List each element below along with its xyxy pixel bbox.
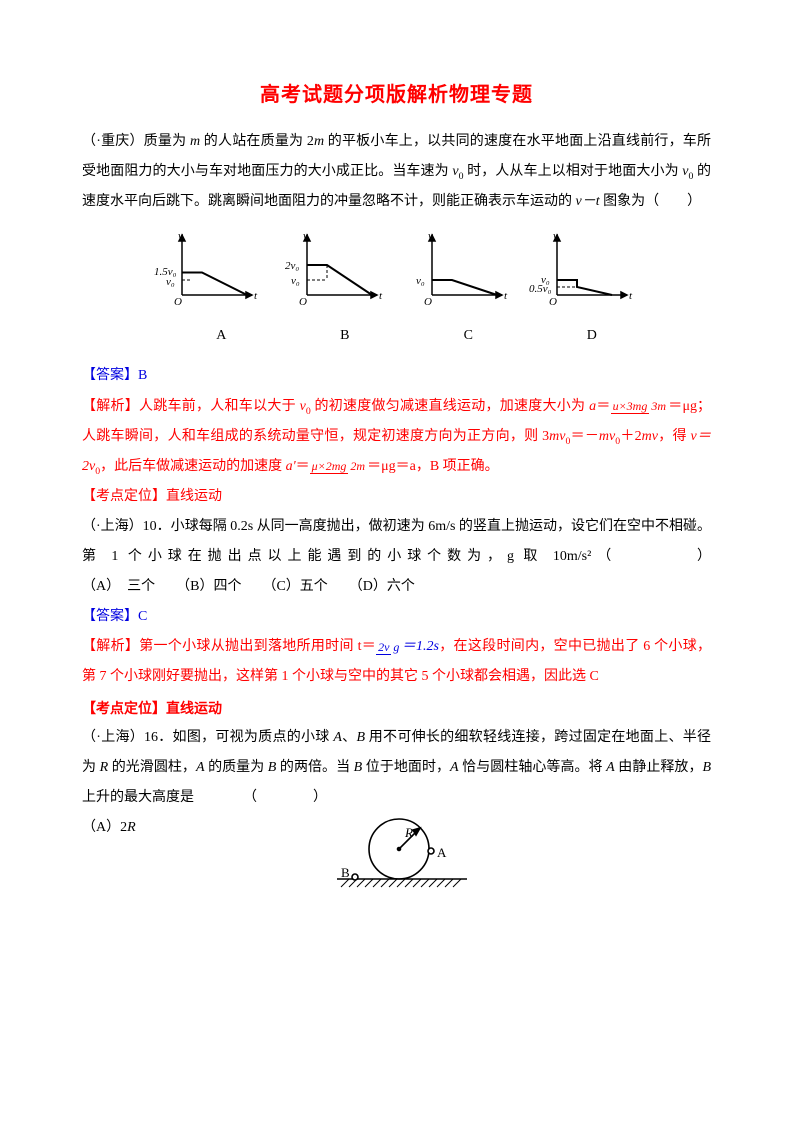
q3-optA-t: （A）2 — [82, 820, 127, 835]
svg-text:O: O — [424, 296, 432, 305]
q3-prompt: （·上海）16．如图，可视为质点的小球 A、B 用不可伸长的细软轻线连接，跨过固… — [82, 723, 711, 813]
q2-explanation: 【解析】第一个小球从抛出到落地所用时间 t＝2vg＝1.2s，在这段时间内，空中… — [82, 632, 711, 692]
q1-figure-row: 1.5v₀ v₀ O v t 2v₀ v₀ O v t — [82, 225, 711, 317]
q2-expl-label: 【解析】 — [82, 639, 139, 654]
q3-t8: 恰与圆柱轴心等高。将 — [459, 760, 607, 775]
svg-text:0.5v₀: 0.5v₀ — [529, 283, 552, 295]
q2-ans-label: 【答案】 — [82, 609, 138, 624]
q1-t4: 时，人从车上以相对于地面大小为 — [463, 164, 682, 179]
svg-text:t: t — [254, 290, 258, 302]
q1-expl-label: 【解析】 — [82, 399, 139, 414]
svg-text:O: O — [549, 296, 557, 305]
q2-options: （A） 三个 （B）四个 （C）五个 （D）六个 — [82, 572, 711, 602]
q2-topic: 【考点定位】直线运动 — [82, 693, 711, 723]
q1-e8: ＝μg＝a，B 项正确。 — [367, 459, 499, 474]
q1-a: a — [589, 399, 596, 414]
q1-topic-v: 直线运动 — [166, 489, 222, 504]
q1-answer: 【答案】B — [82, 361, 711, 391]
q2-e1: 第一个小球从抛出到落地所用时间 t＝ — [139, 639, 376, 654]
q1-lbl-c: C — [408, 321, 528, 351]
q1-mv0b: mv — [599, 429, 615, 444]
q1-f1n: u×3mg — [611, 399, 650, 414]
q3-a4: A — [606, 760, 615, 775]
q1-mv: mv — [642, 429, 658, 444]
q3-t1: （·上海）16．如图，可视为质点的小球 — [82, 730, 333, 745]
q1-m1: m — [190, 134, 200, 149]
q1-e4: ＝－ — [570, 429, 599, 444]
svg-text:v₀: v₀ — [166, 276, 175, 288]
q1-ap: a' — [286, 459, 296, 474]
q1-lbl-a: A — [161, 321, 281, 351]
q1-option-labels: A B C D — [82, 321, 711, 351]
q3-t7: 位于地面时， — [362, 760, 450, 775]
q3-t6: 的两倍。当 — [276, 760, 353, 775]
svg-text:t: t — [379, 290, 383, 302]
q2-prompt: （·上海）10．小球每隔 0.2s 从同一高度抛出，做初速为 6m/s 的竖直上… — [82, 512, 711, 572]
q1-explanation: 【解析】人跳车前，人和车以大于 v0 的初速度做匀减速直线运动，加速度大小为 a… — [82, 392, 711, 482]
svg-text:v: v — [178, 230, 183, 242]
q2-answer: 【答案】C — [82, 602, 711, 632]
q1-ans-label: 【答案】 — [82, 368, 138, 383]
q3-fig-R: R — [404, 825, 413, 840]
q1-e6: ，得 — [658, 429, 691, 444]
q1-e5: ＋2 — [620, 429, 642, 444]
q3-a1: A — [333, 730, 342, 745]
q1-t6: 图象为（ ） — [600, 194, 702, 209]
svg-text:O: O — [174, 296, 182, 305]
q2-topic-v: 直线运动 — [166, 700, 222, 716]
page-title: 高考试题分项版解析物理专题 — [82, 74, 711, 117]
q1-topic: 【考点定位】直线运动 — [82, 482, 711, 512]
q1-prompt: （·重庆）质量为 m 的人站在质量为 2m 的平板小车上，以共同的速度在水平地面… — [82, 127, 711, 217]
q3-a2: A — [196, 760, 205, 775]
q3-fig-B: B — [341, 865, 350, 880]
q1-lbl-d: D — [532, 321, 652, 351]
q3-b4: B — [703, 760, 712, 775]
q2-eqv: ＝1.2s — [401, 639, 439, 654]
q3-r1: R — [100, 760, 109, 775]
q3-t2: 、 — [342, 730, 357, 745]
svg-text:v: v — [303, 230, 308, 242]
q1-e7: ，此后车做减速运动的加速度 — [100, 459, 286, 474]
q1-t1: （·重庆）质量为 — [82, 134, 190, 149]
q3-optA-r: R — [127, 820, 136, 835]
svg-text:v₀: v₀ — [416, 275, 425, 287]
q3-fig-A: A — [437, 845, 447, 860]
q3-t4: 的光滑圆柱， — [108, 760, 196, 775]
q3-t9: 由静止释放， — [615, 760, 703, 775]
q3-t10: 上升的最大高度是 （ ） — [82, 790, 327, 805]
svg-text:v: v — [428, 230, 433, 242]
q1-mv0: mv — [549, 429, 565, 444]
q1-topic-label: 【考点定位】 — [82, 489, 166, 504]
q2-topic-label: 【考点定位】 — [82, 700, 166, 716]
q1-m2: m — [314, 134, 324, 149]
q3-a3: A — [450, 760, 459, 775]
svg-text:O: O — [299, 296, 307, 305]
svg-text:2v₀: 2v₀ — [285, 260, 299, 272]
svg-text:t: t — [504, 290, 508, 302]
q1-f2d: 2m — [348, 459, 367, 473]
q3-t5: 的质量为 — [205, 760, 268, 775]
q2-fd: g — [391, 640, 401, 654]
q3-b3: B — [354, 760, 363, 775]
q1-f1d: 3m — [649, 399, 668, 413]
q1-e1: 人跳车前，人和车以大于 — [139, 399, 300, 414]
q3-b1: B — [356, 730, 365, 745]
svg-text:t: t — [629, 290, 633, 302]
q2-fn: 2v — [376, 640, 391, 655]
q1-ans: B — [138, 368, 147, 383]
q1-f2n: μ×2mg — [310, 459, 349, 474]
svg-text:v: v — [553, 230, 558, 242]
q2-ans: C — [138, 609, 147, 624]
q3-figure: R A B — [82, 815, 711, 905]
q1-lbl-b: B — [285, 321, 405, 351]
q1-e2: 的初速度做匀减速直线运动，加速度大小为 — [311, 399, 589, 414]
svg-text:v₀: v₀ — [291, 275, 300, 287]
q1-t2: 的人站在质量为 2 — [200, 134, 314, 149]
q1-vt: v－t — [576, 194, 600, 209]
